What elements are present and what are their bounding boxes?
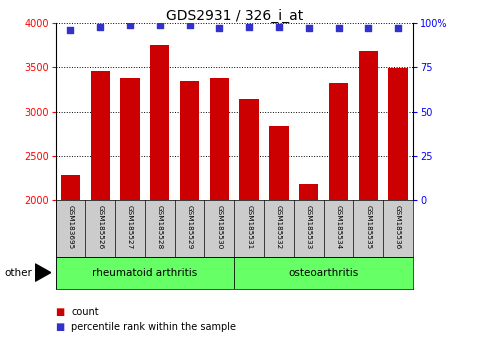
- Text: ■: ■: [56, 322, 65, 332]
- Bar: [234, 257, 413, 289]
- Point: [67, 27, 74, 33]
- Text: GSM185534: GSM185534: [336, 205, 341, 249]
- Point: [245, 24, 253, 29]
- Bar: [56, 257, 234, 289]
- Bar: [388, 68, 408, 200]
- Text: GSM185531: GSM185531: [246, 205, 252, 249]
- Bar: [240, 99, 259, 200]
- Bar: [150, 45, 170, 200]
- Bar: [180, 81, 199, 200]
- Text: GSM185526: GSM185526: [97, 205, 103, 249]
- Polygon shape: [35, 264, 51, 281]
- Text: GSM185530: GSM185530: [216, 205, 222, 249]
- Point: [335, 25, 342, 31]
- Bar: [210, 78, 229, 200]
- Text: GSM183695: GSM183695: [68, 205, 73, 249]
- Bar: [358, 51, 378, 200]
- Text: GSM185533: GSM185533: [306, 205, 312, 249]
- Point: [126, 22, 134, 28]
- Text: GSM185528: GSM185528: [157, 205, 163, 249]
- Bar: [269, 126, 289, 200]
- Text: other: other: [5, 268, 33, 278]
- Bar: [61, 175, 80, 200]
- Bar: [329, 83, 348, 200]
- Text: GSM185536: GSM185536: [395, 205, 401, 249]
- Text: count: count: [71, 307, 99, 316]
- Point: [364, 25, 372, 31]
- Point: [305, 25, 313, 31]
- Point: [156, 22, 164, 28]
- Point: [97, 24, 104, 29]
- Text: GSM185535: GSM185535: [365, 205, 371, 249]
- Bar: [120, 78, 140, 200]
- Text: GDS2931 / 326_i_at: GDS2931 / 326_i_at: [166, 9, 303, 23]
- Bar: [90, 71, 110, 200]
- Text: GSM185527: GSM185527: [127, 205, 133, 249]
- Text: osteoarthritis: osteoarthritis: [288, 268, 359, 278]
- Text: ■: ■: [56, 307, 65, 316]
- Text: GSM185529: GSM185529: [186, 205, 193, 249]
- Point: [275, 24, 283, 29]
- Text: percentile rank within the sample: percentile rank within the sample: [71, 322, 237, 332]
- Text: rheumatoid arthritis: rheumatoid arthritis: [92, 268, 198, 278]
- Text: GSM185532: GSM185532: [276, 205, 282, 249]
- Point: [394, 25, 402, 31]
- Point: [215, 25, 223, 31]
- Bar: [299, 184, 318, 200]
- Point: [185, 22, 193, 28]
